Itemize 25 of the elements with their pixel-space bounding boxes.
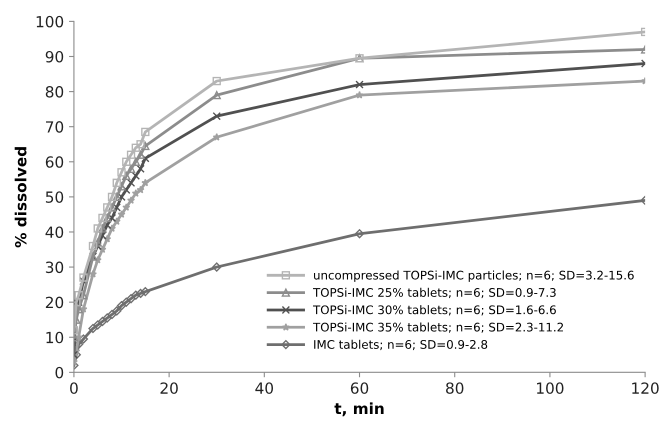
x-tick-label: 80	[446, 382, 464, 394]
legend-label: TOPSi-IMC 25% tablets; n=6; SD=0.9-7.3	[312, 288, 556, 298]
y-tick-label: 10	[46, 332, 64, 344]
x-tick-label: 40	[255, 382, 274, 394]
x-tick-label: 0	[70, 382, 78, 394]
y-tick-label: 40	[46, 226, 64, 238]
legend-label: TOPSi-IMC 30% tablets; n=6; SD=1.6-6.6	[312, 305, 556, 316]
x-tick-label: 120	[632, 382, 659, 394]
x-axis-title: t, min	[334, 402, 384, 416]
legend-label: uncompressed TOPSi-IMC particles; n=6; SD=3.2-15.6	[314, 270, 634, 282]
y-tick-label: 90	[46, 50, 64, 63]
y-tick-label: 100	[36, 16, 64, 28]
y-tick-label: 20	[46, 296, 64, 308]
y-axis-title: % dissolved	[14, 147, 27, 248]
y-tick-label: 0	[55, 366, 64, 378]
x-tick-label: 60	[350, 382, 368, 394]
y-tick-label: 60	[46, 156, 64, 168]
y-tick-label: 70	[46, 121, 64, 133]
x-tick-label: 100	[537, 382, 564, 394]
y-tick-label: 30	[46, 262, 64, 274]
y-tick-label: 80	[46, 86, 64, 98]
legend-label: IMC tablets; n=6; SD=0.9-2.8	[314, 340, 488, 350]
legend-label: TOPSi-IMC 35% tablets; n=6; SD=2.3-11.2	[312, 322, 563, 333]
y-tick-label: 50	[46, 191, 64, 203]
x-tick-label: 20	[160, 382, 178, 394]
